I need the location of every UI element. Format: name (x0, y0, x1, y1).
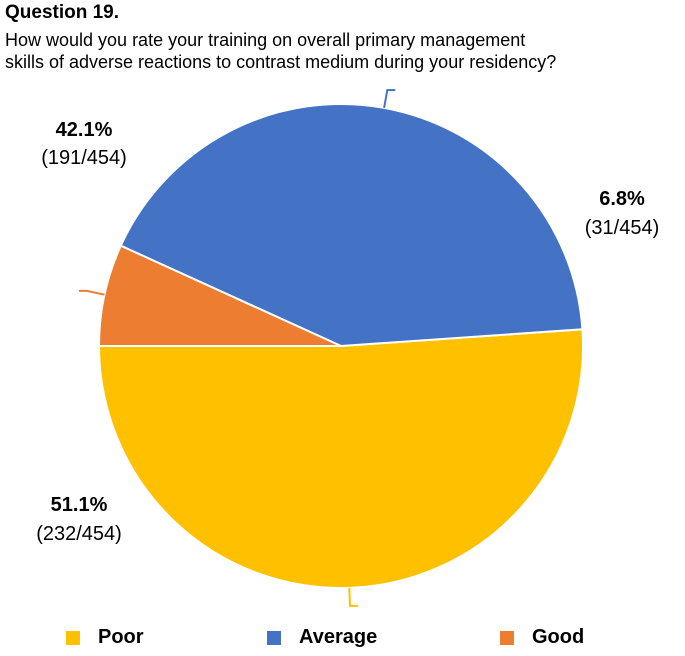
legend-label-average: Average (299, 626, 378, 648)
data-label-poor-pct: 51.1% (51, 494, 108, 516)
chart-title: Question 19. (5, 2, 120, 23)
leader-line-good (78, 289, 105, 296)
data-label-average-count: (191/454) (41, 147, 127, 169)
data-label-average-pct: 42.1% (56, 119, 113, 141)
pie-slice-poor (97, 328, 584, 589)
leader-line-poor (348, 587, 358, 607)
pie-chart: 42.1% (191/454) 6.8% (31/454) 51.1% (232… (36, 89, 660, 607)
data-label-good-count: (31/454) (585, 217, 660, 239)
subtitle-line-1: How would you rate your training on over… (5, 30, 526, 50)
chart-legend: Poor Average Good (0, 626, 685, 652)
data-label-good-pct: 6.8% (599, 188, 645, 210)
leader-lines (78, 89, 396, 607)
legend-label-poor: Poor (98, 626, 144, 648)
pie-slices (97, 103, 584, 589)
legend-item-poor: Poor (66, 626, 144, 649)
legend-swatch-average (267, 630, 281, 645)
legend-item-good: Good (500, 626, 584, 649)
subtitle-line-2: skills of adverse reactions to contrast … (5, 52, 557, 72)
legend-label-good: Good (532, 626, 585, 648)
data-label-poor-count: (232/454) (36, 523, 122, 545)
chart-subtitle: How would you rate your training on over… (5, 29, 680, 73)
legend-swatch-poor (66, 630, 80, 645)
leader-line-average (383, 89, 396, 109)
legend-item-average: Average (267, 626, 377, 649)
legend-swatch-good (500, 630, 514, 645)
